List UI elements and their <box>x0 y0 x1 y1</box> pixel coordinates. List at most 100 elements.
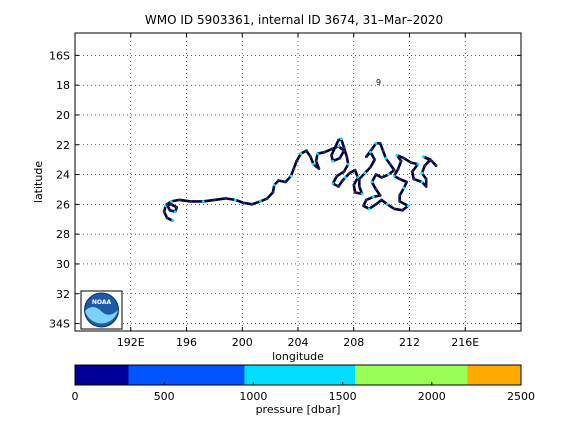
profile-point <box>353 168 357 172</box>
profile-point <box>339 137 343 141</box>
profile-point <box>344 176 347 179</box>
colorbar-tick-label: 500 <box>154 390 175 403</box>
profile-point <box>369 150 372 154</box>
colorbar-segment <box>355 365 468 385</box>
profile-point <box>409 161 413 165</box>
profile-point <box>165 216 169 220</box>
profile-point <box>373 158 377 162</box>
profile-point <box>362 204 365 208</box>
profile-point <box>416 162 420 166</box>
profile-point <box>398 177 402 181</box>
profile-point <box>169 202 173 206</box>
profile-point <box>346 162 350 166</box>
profile-point <box>357 185 361 188</box>
profile-point <box>387 173 390 176</box>
profile-point <box>309 155 312 159</box>
colorbar-segment <box>75 365 129 385</box>
profile-point <box>374 188 378 191</box>
profile-point <box>381 149 385 153</box>
profile-point <box>392 207 396 211</box>
profile-point <box>423 164 427 168</box>
profile-point <box>175 205 179 209</box>
map-ticks: 192E 196 200 204 208 212 216E 16S 18 20 22 24 26 28 30… <box>49 33 521 349</box>
profile-point <box>178 198 181 202</box>
y-tick-label: 22 <box>56 139 70 152</box>
profile-point <box>338 156 342 160</box>
profile-point <box>284 180 287 184</box>
profile-point <box>367 207 371 211</box>
profile-point <box>370 147 374 151</box>
profile-point <box>259 200 262 203</box>
profile-point <box>316 152 319 156</box>
profile-point <box>342 149 346 153</box>
y-tick-label: 28 <box>56 228 70 241</box>
x-tick-label: 212 <box>399 336 420 349</box>
x-tick-label: 208 <box>343 336 364 349</box>
profile-point <box>374 202 378 206</box>
profile-point <box>337 144 340 148</box>
profile-point <box>405 180 409 184</box>
profile-point <box>330 147 333 151</box>
profile-point <box>242 201 246 205</box>
pressure-colorbar <box>75 365 521 385</box>
profile-point <box>380 198 383 202</box>
profile-point <box>271 191 275 194</box>
profile-point <box>424 185 428 188</box>
colorbar-segment <box>467 365 521 385</box>
y-tick-label: 32 <box>56 288 70 301</box>
profile-point <box>295 159 298 163</box>
profile-point <box>201 200 205 203</box>
profile-point <box>398 200 402 203</box>
profile-point <box>250 202 254 206</box>
x-tick-label: 216E <box>451 336 479 349</box>
profile-point <box>348 171 351 175</box>
y-tick-label: 24 <box>56 169 70 182</box>
colorbar-frame <box>74 364 522 386</box>
profile-point <box>299 152 303 156</box>
profile-point <box>305 149 308 153</box>
colorbar-tick-label: 2500 <box>507 390 535 403</box>
profile-point <box>317 167 321 171</box>
profile-point <box>378 194 382 197</box>
profile-point <box>363 171 367 175</box>
profile-point <box>395 153 399 157</box>
profile-point <box>378 141 382 145</box>
profile-point <box>420 180 424 184</box>
x-tick-label: 204 <box>288 336 309 349</box>
x-tick-label: 192E <box>117 336 145 349</box>
profile-point <box>369 165 372 169</box>
profile-point <box>224 197 227 200</box>
profile-point <box>420 171 424 175</box>
profile-point <box>311 162 315 166</box>
profile-point <box>265 197 269 200</box>
profile-point <box>392 174 396 178</box>
profile-point <box>370 180 374 184</box>
profile-point <box>434 164 438 168</box>
profile-point <box>337 185 340 188</box>
profile-point <box>342 146 346 150</box>
profile-point <box>292 167 296 171</box>
map-grid <box>75 33 521 331</box>
colorbar-segment <box>244 365 356 385</box>
y-tick-label: 20 <box>56 109 70 122</box>
profile-point <box>162 210 166 214</box>
profile-point <box>430 159 434 163</box>
profile-point <box>424 177 428 181</box>
profile-point <box>385 202 389 206</box>
profile-point <box>402 156 406 160</box>
y-tick-label: 34S <box>49 318 70 331</box>
profile-point <box>406 204 410 208</box>
track-annotation: 9 <box>376 78 381 87</box>
profile-point <box>412 177 416 181</box>
profile-point <box>323 150 326 154</box>
y-tick-label: 30 <box>56 258 70 271</box>
profile-point <box>396 167 400 171</box>
y-tick-label: 16S <box>49 49 70 62</box>
profile-point <box>337 138 340 142</box>
profile-point <box>352 183 356 187</box>
colorbar-tick-label: 2000 <box>418 390 446 403</box>
profile-point <box>402 186 406 190</box>
colorbar-label: pressure [dbar] <box>256 403 341 416</box>
profile-point <box>272 183 276 187</box>
